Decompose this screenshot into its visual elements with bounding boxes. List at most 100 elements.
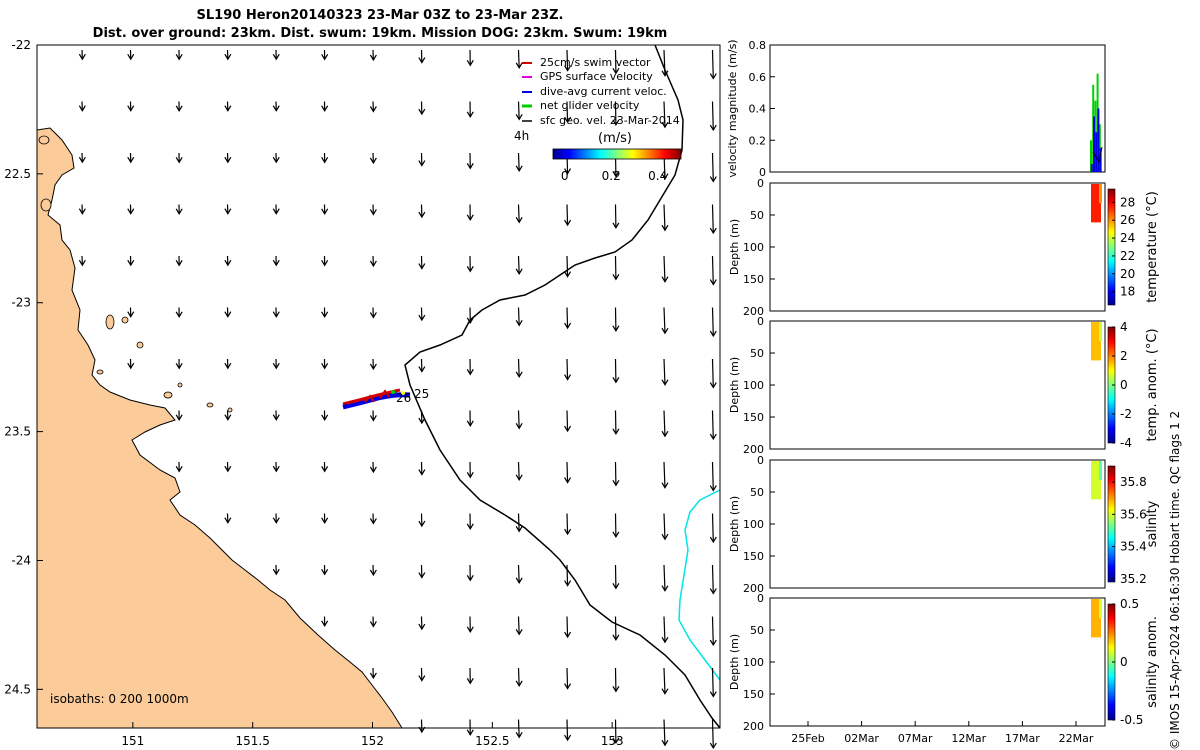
geo-arrow: [566, 719, 569, 741]
geo-arrowhead: [709, 433, 717, 441]
geo-arrow: [663, 49, 666, 76]
geo-velocity-arrows: [78, 49, 717, 750]
geo-arrow: [663, 513, 666, 540]
geo-arrowhead: [418, 469, 426, 476]
colorbar-tick-label: -4: [1120, 436, 1132, 450]
geo-arrowhead: [418, 366, 426, 373]
geo-arrowhead: [515, 371, 523, 378]
colorbar-tick-label: 35.8: [1120, 475, 1147, 489]
geo-arrow: [663, 667, 666, 694]
geo-arrowhead: [661, 533, 669, 541]
geo-arrowhead: [175, 53, 183, 61]
geo-arrowhead: [272, 465, 280, 473]
geo-arrow: [517, 410, 520, 429]
geo-arrowhead: [515, 268, 523, 275]
geo-arrow: [566, 204, 569, 226]
geo-arrowhead: [564, 477, 572, 484]
colorbar-tick-label: 20: [1120, 267, 1135, 281]
colorbar-1: [1107, 188, 1116, 306]
geo-arrowhead: [661, 121, 669, 129]
geo-arrowhead: [175, 465, 183, 473]
geo-arrow: [663, 307, 666, 334]
geo-arrow: [663, 358, 666, 385]
depth-y-tick-label: 100: [743, 518, 764, 531]
colorbar-tick-label: 4: [1120, 320, 1128, 334]
colorbar-tick-label: 35.4: [1120, 540, 1147, 554]
geo-arrowhead: [515, 680, 523, 687]
geo-arrow: [517, 204, 520, 223]
geo-arrowhead: [612, 582, 620, 590]
geo-arrowhead: [564, 219, 572, 227]
velocity-y-tick-label: 0: [759, 166, 766, 179]
time-x-tick-label: 22Mar: [1059, 732, 1094, 745]
map-colorbar-tick: 0.2: [602, 169, 621, 183]
geo-arrowhead: [175, 259, 183, 267]
geo-arrow: [566, 513, 569, 535]
islands: [38, 135, 233, 413]
geo-arrowhead: [418, 211, 426, 219]
geo-arrowhead: [369, 621, 377, 628]
profile-block: [1099, 184, 1102, 204]
geo-arrowhead: [466, 111, 474, 118]
geo-arrowhead: [612, 531, 620, 538]
track-label-25: 25: [414, 387, 429, 401]
geo-arrowhead: [272, 311, 280, 318]
colorbar-3: [1107, 465, 1116, 583]
geo-arrowhead: [321, 105, 329, 112]
geo-arrowhead: [466, 420, 474, 427]
geo-arrowhead: [709, 73, 717, 80]
geo-arrowhead: [661, 224, 669, 232]
colorbar-tick-label: 28: [1120, 195, 1135, 209]
depth-y-tick-label: 0: [757, 315, 764, 328]
geo-arrow: [711, 564, 714, 594]
profile-block: [1091, 322, 1101, 361]
isobath-1000m: [404, 44, 721, 729]
geo-arrowhead: [515, 423, 523, 430]
geo-arrowhead: [369, 466, 377, 474]
geo-arrowhead: [466, 266, 474, 273]
geo-arrowhead: [175, 362, 183, 370]
depth-y-tick-label: 200: [743, 305, 764, 318]
geo-arrow: [517, 101, 520, 120]
geo-arrow: [517, 616, 520, 635]
geo-arrowhead: [466, 214, 474, 221]
geo-arrowhead: [272, 156, 280, 164]
geo-arrowhead: [612, 273, 620, 281]
map-x-tick-label: 151: [121, 734, 144, 748]
chart-title-line1: SL190 Heron20140323 23-Mar 03Z to 23-Mar…: [196, 8, 564, 23]
profile-block: [1099, 322, 1102, 342]
geo-arrow: [663, 461, 666, 488]
isobath-200m: [678, 489, 721, 681]
geo-arrowhead: [78, 156, 86, 164]
geo-arrowhead: [369, 157, 377, 165]
geo-arrow: [663, 564, 666, 591]
geo-arrowhead: [466, 729, 474, 736]
geo-arrowhead: [127, 259, 135, 267]
geo-arrowhead: [369, 209, 377, 216]
geo-arrowhead: [466, 163, 474, 170]
map-axes-frame: [36, 44, 721, 729]
geo-arrow: [566, 410, 569, 432]
geo-arrowhead: [709, 330, 717, 338]
geo-arrowhead: [418, 726, 426, 734]
time-x-tick-label: 07Mar: [898, 732, 933, 745]
geo-arrowhead: [418, 623, 426, 631]
geo-arrowhead: [466, 626, 474, 633]
depth-y-tick-label: 100: [743, 241, 764, 254]
geo-arrowhead: [661, 688, 669, 695]
geo-arrowhead: [224, 105, 232, 112]
geo-arrowhead: [175, 105, 183, 112]
colorbar-tick-label: 35.2: [1120, 572, 1147, 586]
geo-arrowhead: [321, 620, 329, 627]
geo-arrow: [663, 719, 666, 746]
geo-arrowhead: [564, 631, 572, 639]
map-y-tick-label: 23.5: [4, 425, 31, 439]
geo-arrowhead: [272, 53, 280, 61]
geo-arrowhead: [418, 675, 426, 682]
geo-arrowhead: [612, 376, 620, 384]
geo-arrowhead: [564, 683, 572, 690]
geo-arrowhead: [661, 430, 669, 438]
geo-arrowhead: [612, 325, 620, 332]
geo-arrow: [711, 358, 714, 388]
geo-arrowhead: [515, 732, 523, 739]
